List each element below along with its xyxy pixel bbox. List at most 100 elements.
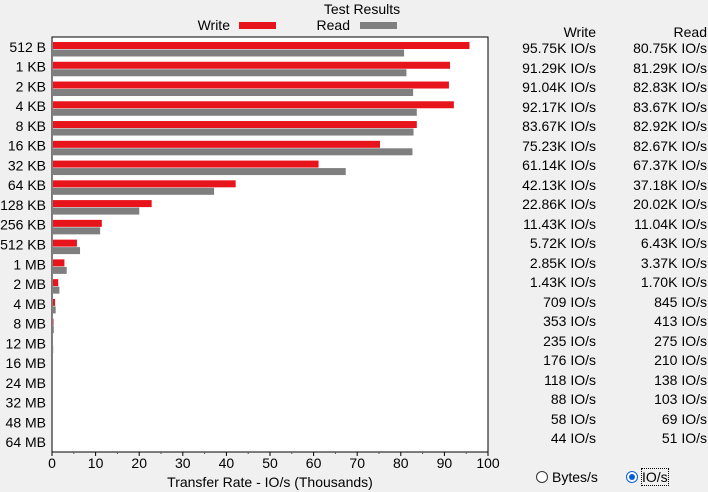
- read-column-header: Read: [673, 24, 707, 40]
- read-value: 67.37K IO/s: [633, 157, 707, 173]
- write-value: 353 IO/s: [543, 313, 596, 329]
- category-label: 128 KB: [0, 197, 46, 213]
- write-value: 176 IO/s: [543, 352, 596, 368]
- category-label: 24 MB: [6, 375, 46, 391]
- read-bar: [53, 266, 67, 274]
- legend-label-read: Read: [317, 17, 350, 33]
- write-column-header: Write: [563, 24, 596, 40]
- category-label: 64 KB: [8, 177, 46, 193]
- read-value: 11.04K IO/s: [634, 215, 707, 232]
- read-value: 210 IO/s: [654, 352, 707, 368]
- read-value: 6.43K IO/s: [640, 235, 707, 251]
- bytes-per-second-option[interactable]: Bytes/s: [536, 469, 598, 485]
- read-bar: [53, 326, 54, 334]
- read-bar: [53, 69, 407, 77]
- read-bar: [53, 286, 60, 294]
- category-label: 2 KB: [16, 78, 46, 94]
- read-bar: [53, 227, 101, 235]
- read-bar: [53, 89, 414, 97]
- read-bar: [53, 108, 417, 116]
- read-value: 103 IO/s: [654, 391, 707, 407]
- category-label: 16 KB: [8, 138, 46, 154]
- category-label: 32 KB: [8, 157, 46, 173]
- write-value: 42.13K IO/s: [522, 176, 596, 193]
- read-bar: [53, 49, 405, 57]
- read-bar: [53, 128, 414, 136]
- write-bar: [53, 121, 417, 129]
- read-value: 81.29K IO/s: [633, 59, 707, 76]
- read-value: 82.92K IO/s: [633, 118, 707, 134]
- read-bar: [53, 306, 56, 314]
- x-tick-label: 90: [437, 455, 453, 471]
- write-value: 61.14K IO/s: [522, 157, 596, 173]
- write-value: 83.67K IO/s: [522, 118, 596, 134]
- category-label: 32 MB: [6, 395, 46, 411]
- x-tick-label: 70: [349, 455, 365, 471]
- write-value: 88 IO/s: [550, 391, 596, 407]
- x-tick-label: 50: [262, 455, 278, 471]
- legend-swatch-write: [239, 22, 276, 29]
- read-value: 845 IO/s: [654, 293, 707, 310]
- write-value: 75.23K IO/s: [522, 137, 596, 154]
- x-tick-label: 100: [476, 455, 500, 471]
- write-bar: [53, 160, 319, 168]
- category-label: 4 KB: [16, 98, 46, 114]
- io-per-second-radio[interactable]: [626, 471, 638, 483]
- write-value: 235 IO/s: [543, 332, 596, 349]
- bytes-per-second-radio[interactable]: [536, 471, 548, 483]
- write-value: 92.17K IO/s: [522, 98, 596, 115]
- write-value: 91.04K IO/s: [522, 79, 596, 95]
- write-value: 44 IO/s: [550, 430, 596, 446]
- category-label: 48 MB: [6, 414, 46, 430]
- x-tick-label: 10: [88, 455, 104, 471]
- read-bar: [53, 168, 346, 176]
- x-axis-label: Transfer Rate - IO/s (Thousands): [167, 474, 373, 490]
- write-bar: [53, 42, 470, 49]
- io-per-second-label: IO/s: [641, 468, 669, 486]
- read-value: 1.70K IO/s: [640, 274, 707, 290]
- write-value: 5.72K IO/s: [529, 235, 596, 251]
- write-value: 118 IO/s: [544, 371, 596, 388]
- write-bar: [53, 219, 102, 227]
- read-value: 413 IO/s: [654, 313, 707, 329]
- read-bar: [53, 207, 140, 215]
- read-bar: [53, 148, 413, 156]
- write-value: 11.43K IO/s: [523, 215, 596, 232]
- write-bar: [53, 180, 236, 188]
- category-label: 1 KB: [16, 59, 46, 75]
- write-bar: [53, 239, 77, 247]
- x-tick-label: 60: [306, 455, 322, 471]
- write-bar: [53, 318, 54, 326]
- write-bar: [53, 298, 56, 306]
- category-label: 64 MB: [6, 434, 46, 450]
- write-bar: [53, 259, 65, 267]
- plot-area: [51, 36, 489, 453]
- write-bar: [53, 101, 454, 109]
- read-value: 82.67K IO/s: [633, 137, 707, 154]
- read-bar: [53, 187, 215, 195]
- write-value: 58 IO/s: [550, 410, 596, 427]
- x-tick-label: 40: [219, 455, 235, 471]
- write-bar: [53, 279, 59, 287]
- category-label: 8 KB: [16, 118, 46, 134]
- read-bar: [53, 247, 81, 255]
- legend-label-write: Write: [198, 17, 231, 33]
- category-label: 4 MB: [13, 296, 46, 312]
- chart-title: Test Results: [324, 1, 400, 17]
- legend-swatch-read: [360, 22, 397, 29]
- write-bar: [53, 81, 449, 89]
- category-label: 8 MB: [13, 316, 46, 332]
- category-label: 256 KB: [0, 217, 46, 233]
- write-bar: [53, 200, 152, 208]
- write-value: 1.43K IO/s: [529, 274, 596, 290]
- write-value: 95.75K IO/s: [522, 40, 596, 56]
- bytes-per-second-label: Bytes/s: [552, 469, 598, 485]
- write-value: 2.85K IO/s: [529, 254, 596, 271]
- write-value: 91.29K IO/s: [522, 59, 596, 76]
- read-value: 3.37K IO/s: [640, 254, 707, 271]
- x-tick-label: 20: [131, 455, 147, 471]
- io-per-second-option[interactable]: IO/s: [626, 468, 669, 486]
- read-value: 83.67K IO/s: [633, 98, 707, 115]
- category-label: 512 B: [9, 39, 46, 55]
